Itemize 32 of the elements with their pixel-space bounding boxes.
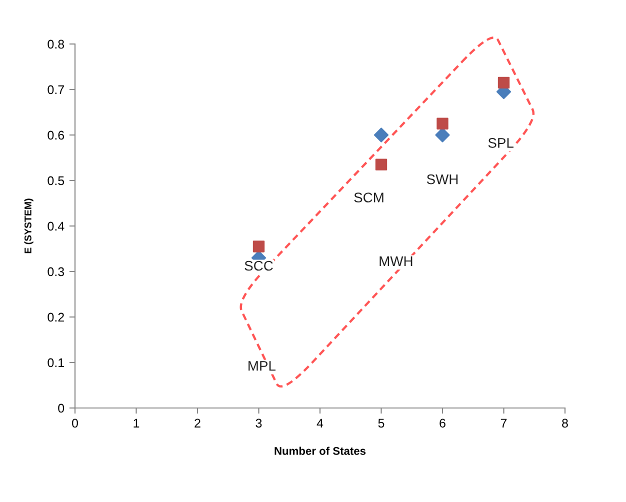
annotation: SPL (488, 138, 514, 148)
y-tick-label: 0.4 (48, 222, 64, 231)
y-tick-label: 0.5 (48, 176, 64, 186)
annotation: MPL (248, 361, 276, 371)
x-tick-label: 6 (440, 418, 446, 428)
point (435, 128, 450, 142)
x-tick-label: 0 (72, 418, 78, 428)
y-axis-title: E (SYSTEM) (24, 198, 34, 254)
point (374, 128, 389, 142)
y-tick-label: 0.6 (48, 130, 64, 140)
y-tick-label: 0.8 (48, 40, 64, 49)
y-tick-label: 0 (58, 404, 64, 413)
annotation: SCC (244, 260, 273, 271)
point (375, 158, 388, 170)
point (252, 240, 265, 252)
annotation: SCM (354, 192, 384, 202)
annotation: SWH (426, 174, 458, 184)
x-tick-label: 7 (500, 418, 507, 428)
y-tick-label: 0.3 (48, 267, 64, 276)
point (436, 118, 448, 130)
y-tick-label: 0.2 (48, 312, 64, 322)
y-tick-label: 0.7 (48, 85, 64, 94)
x-tick-label: 8 (562, 418, 568, 428)
x-tick-label: 5 (378, 418, 384, 428)
x-tick-label: 4 (316, 418, 324, 428)
x-tick-label: 2 (194, 418, 200, 428)
y-tick-label: 0.1 (48, 358, 64, 368)
point (498, 76, 510, 89)
x-axis-title: Number of States (274, 446, 366, 455)
x-tick-label: 1 (134, 418, 140, 428)
x-tick-label: 3 (256, 418, 262, 428)
annotation: MWH (380, 256, 412, 266)
